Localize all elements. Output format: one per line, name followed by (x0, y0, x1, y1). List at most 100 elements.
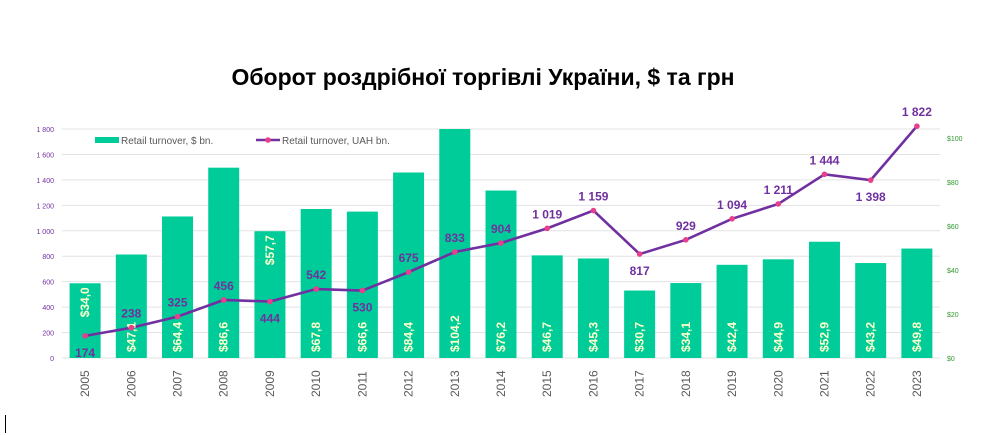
bar-data-label: $66,6 (355, 322, 369, 352)
line-data-label: 929 (676, 219, 696, 233)
left-tick-label: 1 000 (36, 229, 54, 236)
bar (716, 264, 748, 358)
line-marker (590, 207, 597, 214)
x-tick-label: 2018 (679, 370, 693, 397)
legend-bar-label: Retail turnover, $ bn. (121, 136, 213, 147)
bar-data-label: $47,1 (124, 322, 138, 352)
line-data-label: 238 (121, 307, 141, 321)
bar (346, 211, 378, 358)
left-tick-label: 1 600 (36, 152, 54, 159)
line-marker (867, 177, 874, 183)
bar (300, 208, 332, 358)
line-marker (636, 251, 643, 257)
left-tick-label: 1 800 (36, 127, 54, 134)
bar (531, 255, 563, 358)
left-tick-label: 1 400 (36, 178, 54, 185)
x-tick-label: 2016 (586, 370, 600, 397)
x-tick-label: 2014 (494, 370, 508, 397)
bar-data-label: $57,7 (263, 235, 277, 265)
bar-data-label: $30,7 (633, 322, 647, 352)
bar (670, 283, 702, 358)
bar-data-label: $42,4 (725, 322, 739, 352)
right-tick-label: $100 (947, 136, 963, 143)
line-marker (775, 201, 782, 207)
bar-data-label: $67,8 (309, 322, 323, 352)
bar-data-label: $84,4 (402, 322, 416, 352)
right-tick-label: $40 (947, 268, 959, 275)
line-data-label: 542 (306, 268, 326, 282)
line-data-label: 1 019 (532, 207, 562, 221)
bar-data-label: $34,1 (679, 322, 693, 352)
bar (162, 216, 194, 358)
line-data-label: 904 (491, 222, 511, 236)
x-tick-label: 2022 (864, 370, 878, 397)
bar (901, 248, 933, 358)
x-tick-label: 2006 (124, 370, 138, 397)
x-tick-label: 2007 (171, 370, 185, 397)
x-tick-label: 2020 (771, 370, 785, 397)
line-marker (544, 225, 551, 232)
legend-line-marker (265, 137, 271, 143)
bar (115, 254, 147, 358)
line-data-label: 1 822 (902, 105, 932, 119)
line-data-label: 1 159 (578, 190, 608, 204)
line-data-label: 530 (352, 301, 372, 315)
x-tick-label: 2005 (78, 370, 92, 397)
line-marker (683, 237, 689, 243)
left-tick-label: 200 (42, 331, 54, 338)
bar (485, 190, 517, 358)
legend-line-label: Retail turnover, UAH bn. (282, 136, 390, 147)
bar-data-label: $104,2 (448, 315, 462, 352)
x-tick-label: 2010 (309, 370, 323, 397)
line-data-label: 1 444 (809, 153, 839, 167)
line-data-label: 325 (168, 296, 188, 310)
line-data-label: 444 (260, 312, 280, 326)
x-tick-label: 2011 (355, 371, 369, 397)
right-tick-label: $60 (947, 224, 959, 231)
legend-bar-swatch (95, 137, 119, 143)
bar (577, 258, 609, 358)
left-tick-label: 1 200 (36, 203, 54, 210)
bar (439, 129, 471, 358)
x-tick-label: 2013 (448, 370, 462, 397)
line-marker (821, 171, 828, 178)
bar-data-label: $43,2 (864, 322, 878, 352)
line-marker (220, 297, 227, 303)
left-tick-label: 400 (42, 305, 54, 312)
chart-title: Оборот роздрібної торгівлі України, $ та… (231, 64, 735, 90)
x-tick-label: 2021 (817, 370, 831, 397)
line-data-label: 817 (630, 264, 650, 278)
line-data-label: 675 (399, 251, 419, 265)
x-tick-label: 2023 (910, 370, 924, 397)
bar-data-label: $86,6 (217, 322, 231, 352)
x-tick-label: 2019 (725, 370, 739, 397)
line-marker (498, 240, 504, 246)
line-data-label: 1 211 (764, 183, 794, 197)
line-data-label: 1 398 (856, 190, 886, 204)
line-marker (128, 324, 135, 331)
bar-data-label: $45,3 (586, 322, 600, 352)
line-data-label: 833 (445, 231, 465, 245)
x-tick-label: 2012 (402, 370, 416, 397)
x-tick-label: 2008 (217, 370, 231, 397)
bar-data-label: $52,9 (817, 322, 831, 352)
bar (393, 172, 425, 358)
line-marker (267, 298, 273, 305)
bar (208, 167, 240, 358)
line-data-label: 456 (214, 279, 234, 293)
line-marker (914, 123, 920, 130)
bar (624, 290, 656, 358)
line-marker (313, 286, 319, 292)
line-marker (729, 216, 735, 222)
bar (762, 259, 794, 358)
line-marker (82, 333, 88, 339)
left-tick-label: 800 (42, 254, 54, 261)
right-tick-label: $20 (947, 312, 959, 319)
line-data-label: 174 (75, 346, 95, 360)
text-cursor (5, 415, 6, 433)
left-tick-label: 600 (42, 280, 54, 287)
bar (808, 241, 840, 358)
x-tick-label: 2015 (540, 370, 554, 397)
bar (855, 263, 887, 358)
bar (69, 283, 101, 358)
